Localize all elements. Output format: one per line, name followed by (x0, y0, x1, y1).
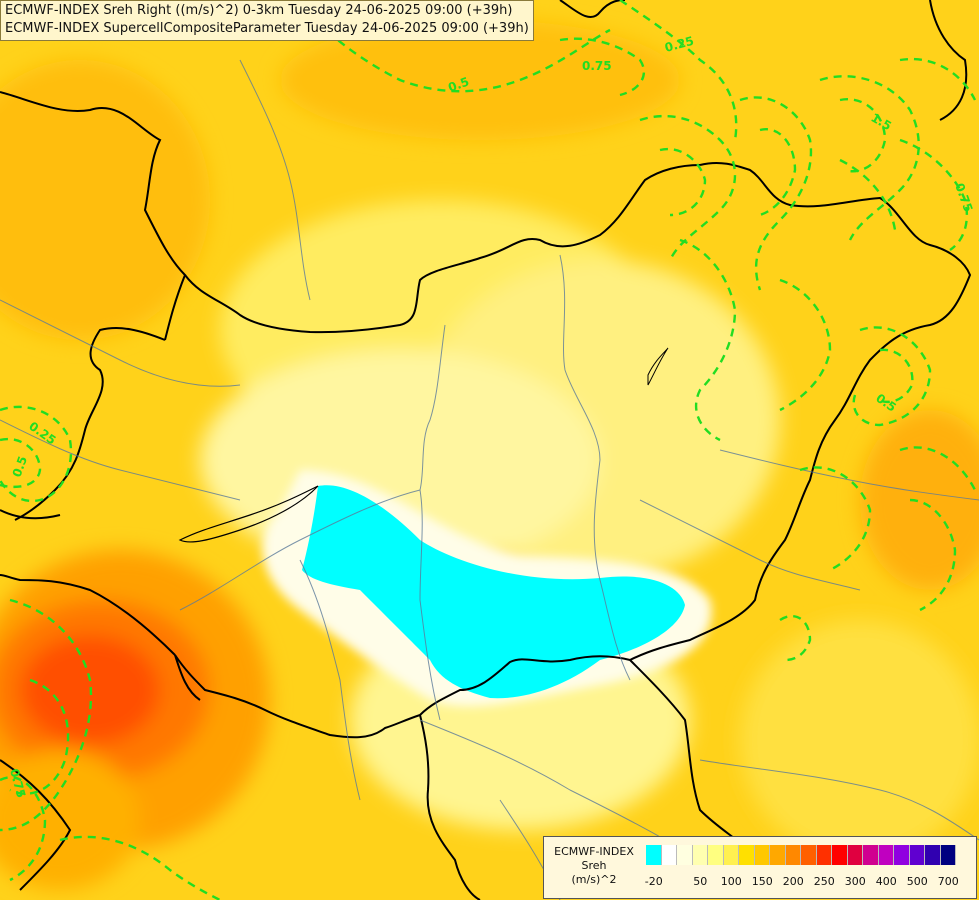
legend-title-line-1: ECMWF-INDEX (554, 845, 634, 858)
field-shading (0, 20, 979, 890)
rivers (0, 59, 979, 900)
legend-swatch (816, 845, 832, 865)
lake-small (647, 347, 669, 386)
legend-swatch (677, 845, 693, 865)
contour-label: 0.5 (446, 74, 471, 94)
legend-color-bar (646, 845, 956, 865)
legend-swatch (692, 845, 708, 865)
legend-swatch (894, 845, 910, 865)
legend-tick-label: 100 (720, 875, 742, 888)
legend-swatch (708, 845, 724, 865)
title-line-1: ECMWF-INDEX Sreh Right ((m/s)^2) 0-3km T… (5, 3, 513, 18)
legend-tick-label: 50 (693, 875, 708, 888)
legend-tick-label: 400 (875, 875, 897, 888)
legend-swatch (739, 845, 755, 865)
negative-sreh-area (302, 485, 685, 699)
legend-swatch (909, 845, 925, 865)
legend-swatch (940, 845, 956, 865)
color-legend: ECMWF-INDEX Sreh (m/s)^2 -20 50 100 150 200 2… (543, 836, 977, 899)
legend-tick-label: 500 (906, 875, 928, 888)
legend-ticks: -20 50 100 150 200 250 300 400 500 700 (644, 875, 976, 889)
legend-swatch (847, 845, 863, 865)
legend-tick-label: -20 (644, 875, 663, 888)
legend-tick-label: 200 (782, 875, 804, 888)
legend-title: ECMWF-INDEX Sreh (m/s)^2 (548, 845, 640, 887)
legend-swatch (770, 845, 786, 865)
legend-tick-label: 150 (751, 875, 773, 888)
legend-swatch (646, 845, 662, 865)
title-line-2: ECMWF-INDEX SupercellCompositeParameter … (5, 21, 529, 36)
legend-tick-label: 300 (844, 875, 866, 888)
legend-swatch (832, 845, 848, 865)
legend-swatch (925, 845, 941, 865)
contour-label: 0.5 (10, 454, 30, 479)
legend-swatch (863, 845, 879, 865)
legend-swatch (723, 845, 739, 865)
legend-swatch (785, 845, 801, 865)
legend-swatch (878, 845, 894, 865)
legend-tick-label: 700 (937, 875, 959, 888)
legend-title-line-2: Sreh (581, 859, 607, 872)
legend-swatch (661, 845, 677, 865)
contour-label: 0.75 (582, 59, 612, 73)
map-title: ECMWF-INDEX Sreh Right ((m/s)^2) 0-3km T… (0, 0, 534, 41)
legend-tick-label: 250 (813, 875, 835, 888)
legend-swatch (754, 845, 770, 865)
legend-swatch (801, 845, 817, 865)
legend-title-line-3: (m/s)^2 (571, 873, 617, 886)
lake-balaton (178, 485, 319, 543)
